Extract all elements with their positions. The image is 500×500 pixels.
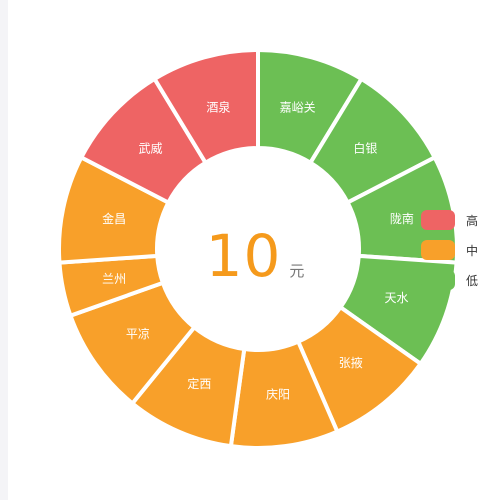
slice-label-5: 庆阳 <box>266 388 290 402</box>
legend-item-low[interactable]: 低 <box>421 268 491 298</box>
slice-label-4: 张掖 <box>339 356 363 370</box>
slice-label-3: 天水 <box>385 291 409 305</box>
slices-layer <box>57 47 459 450</box>
slice-label-2: 陇南 <box>390 211 414 226</box>
legend-swatch-medium <box>421 240 455 260</box>
legend-swatch-high <box>421 210 455 230</box>
slice-label-10: 武威 <box>139 142 163 156</box>
slice-label-8: 兰州 <box>102 272 126 286</box>
slice-label-9: 金昌 <box>102 211 126 226</box>
legend-item-medium[interactable]: 中 <box>421 238 491 268</box>
page-left-strip <box>0 0 8 500</box>
legend-label-low: 低 <box>466 274 479 288</box>
legend: 高 中 低 <box>421 208 491 298</box>
legend-item-high[interactable]: 高 <box>421 208 491 238</box>
legend-swatch-low <box>421 270 455 290</box>
slice-label-7: 平凉 <box>126 326 150 341</box>
legend-label-high: 高 <box>466 214 479 228</box>
slice-label-1: 白银 <box>353 141 377 156</box>
slice-label-6: 定西 <box>187 376 211 391</box>
slice-label-0: 嘉峪关 <box>280 100 316 114</box>
legend-label-medium: 中 <box>466 244 479 258</box>
slice-label-11: 酒泉 <box>206 100 230 114</box>
slice-11[interactable] <box>151 47 260 166</box>
